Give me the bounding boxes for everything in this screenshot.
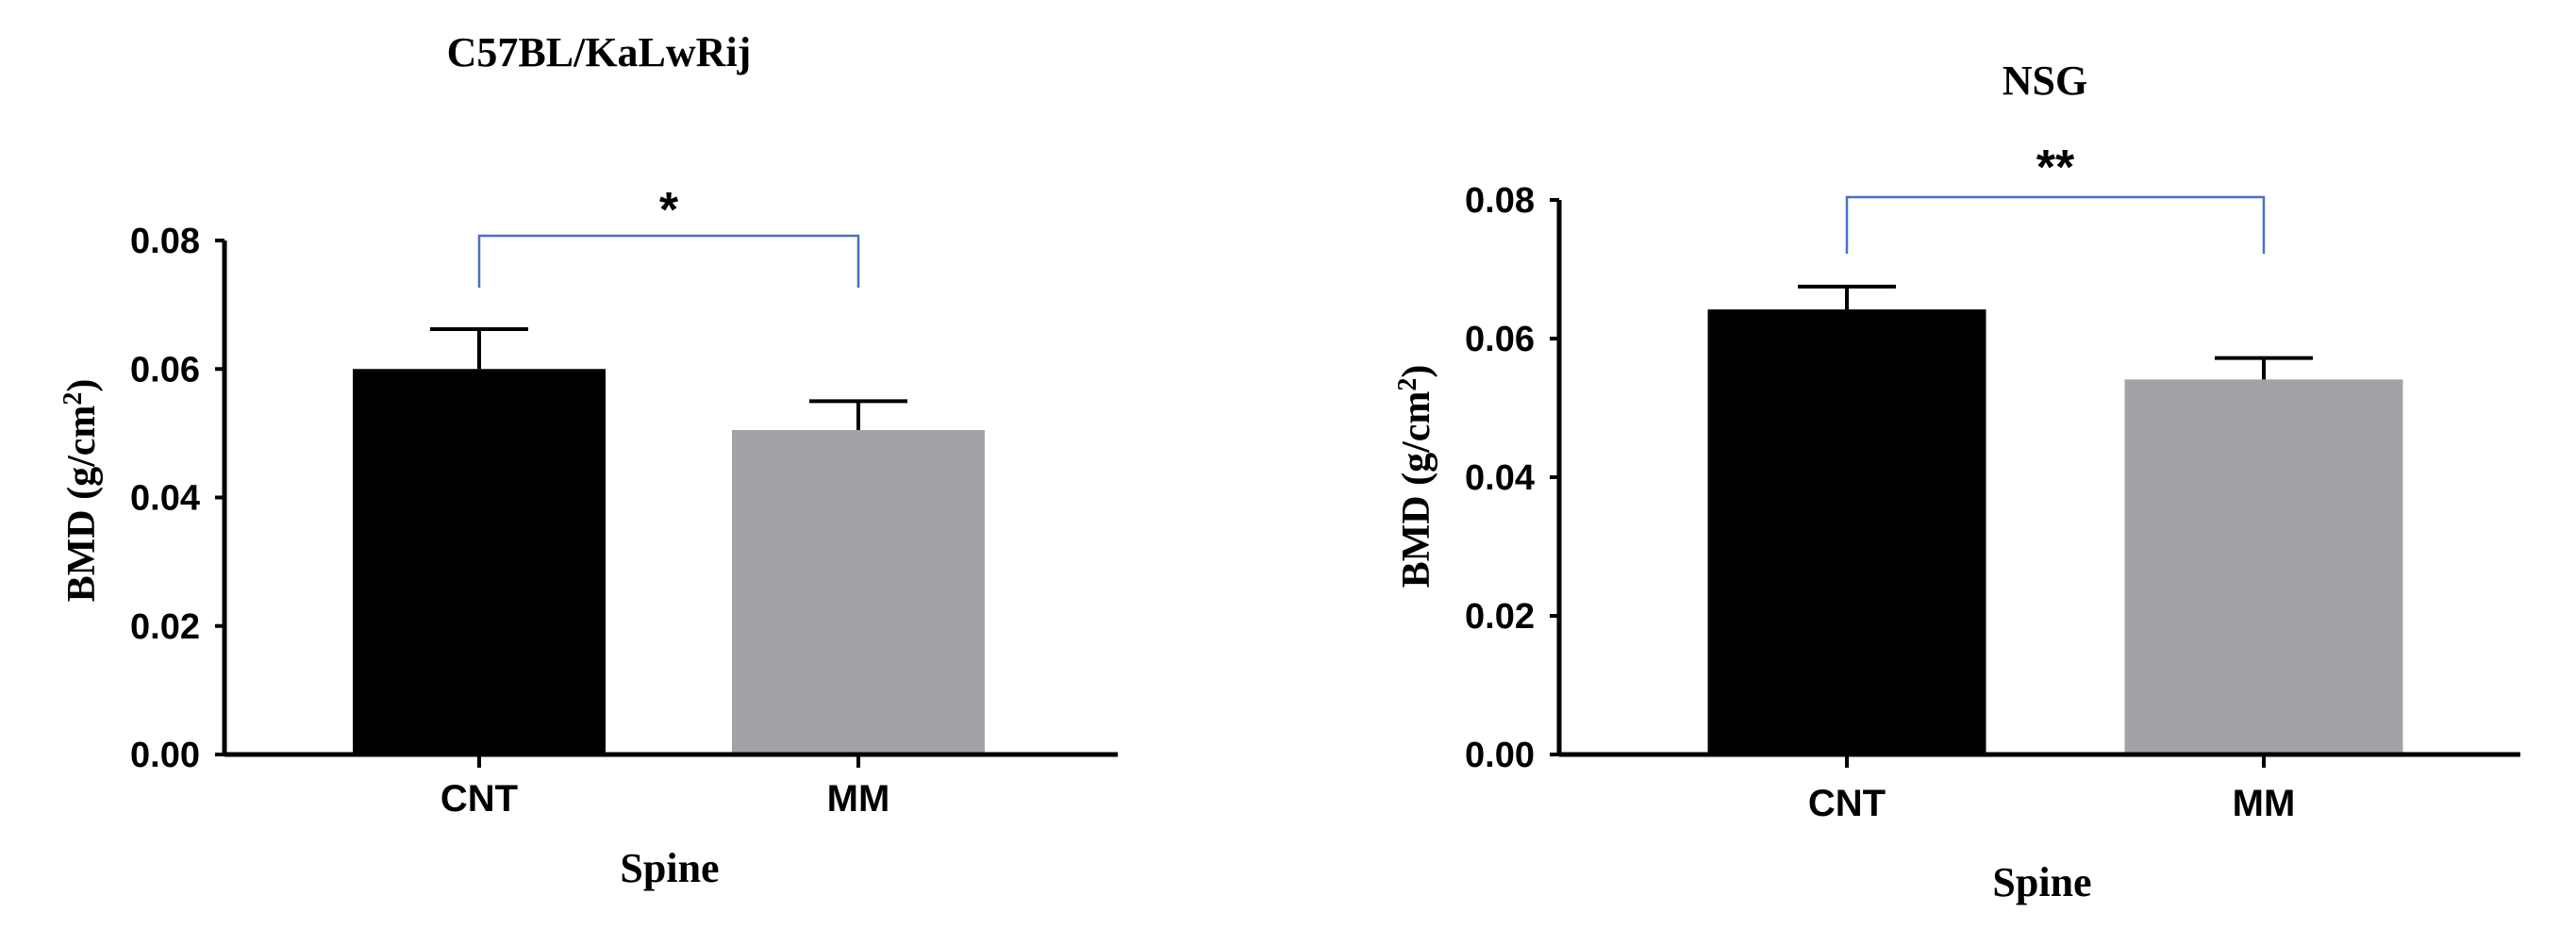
y-tick-label: 0.04: [130, 479, 200, 519]
significance-bracket: [1845, 195, 2266, 254]
y-tick-label: 0.00: [1465, 736, 1535, 775]
y-tick-label: 0.06: [130, 350, 200, 390]
y-axis-label-superscript: 2: [1393, 378, 1422, 391]
bar-cnt: [353, 369, 606, 754]
y-tick-label: 0.04: [1465, 458, 1535, 498]
y-tick-label: 0.08: [130, 222, 200, 261]
y-tick-label: 0.08: [1465, 181, 1535, 221]
y-axis-label: BMD (g/cm2): [1393, 365, 1438, 589]
chart-title: NSG: [2003, 58, 2087, 104]
bar-mm: [732, 429, 985, 754]
significance-label: **: [2036, 141, 2075, 195]
bar-mm: [2124, 379, 2403, 754]
x-axis-label: Spine: [620, 845, 719, 891]
y-axis-label: BMD (g/cm2): [58, 379, 104, 603]
y-axis-label-close: ): [1395, 365, 1438, 378]
bar-cnt: [1707, 309, 1986, 754]
x-tick-label-cnt: CNT: [440, 778, 518, 820]
chart-title: C57BL/KaLwRij: [447, 29, 752, 75]
chart-panel-nsg: NSG Spine BMD (g/cm2) CNT MM 0.00 0.02 0.04 0…: [1393, 58, 2520, 905]
y-axis-label-text: BMD (g/cm: [60, 406, 104, 603]
significance-label: *: [659, 183, 679, 238]
y-tick-label: 0.02: [130, 607, 200, 647]
x-axis-label: Spine: [1992, 859, 2091, 905]
x-tick-label-mm: MM: [2233, 783, 2296, 824]
chart-panel-c57bl: C57BL/KaLwRij Spine BMD (g/cm2) CNT MM 0.0…: [58, 29, 1118, 891]
x-tick-label-cnt: CNT: [1808, 783, 1886, 824]
y-tick-label: 0.02: [1465, 597, 1535, 637]
x-tick-label-mm: MM: [827, 778, 890, 820]
y-tick-label: 0.06: [1465, 320, 1535, 359]
y-axis-label-text: BMD (g/cm: [1395, 391, 1438, 589]
significance-bracket: [477, 234, 860, 288]
y-axis-label-close: ): [60, 379, 104, 392]
y-axis-label-superscript: 2: [58, 392, 88, 406]
y-tick-label: 0.00: [130, 736, 200, 775]
